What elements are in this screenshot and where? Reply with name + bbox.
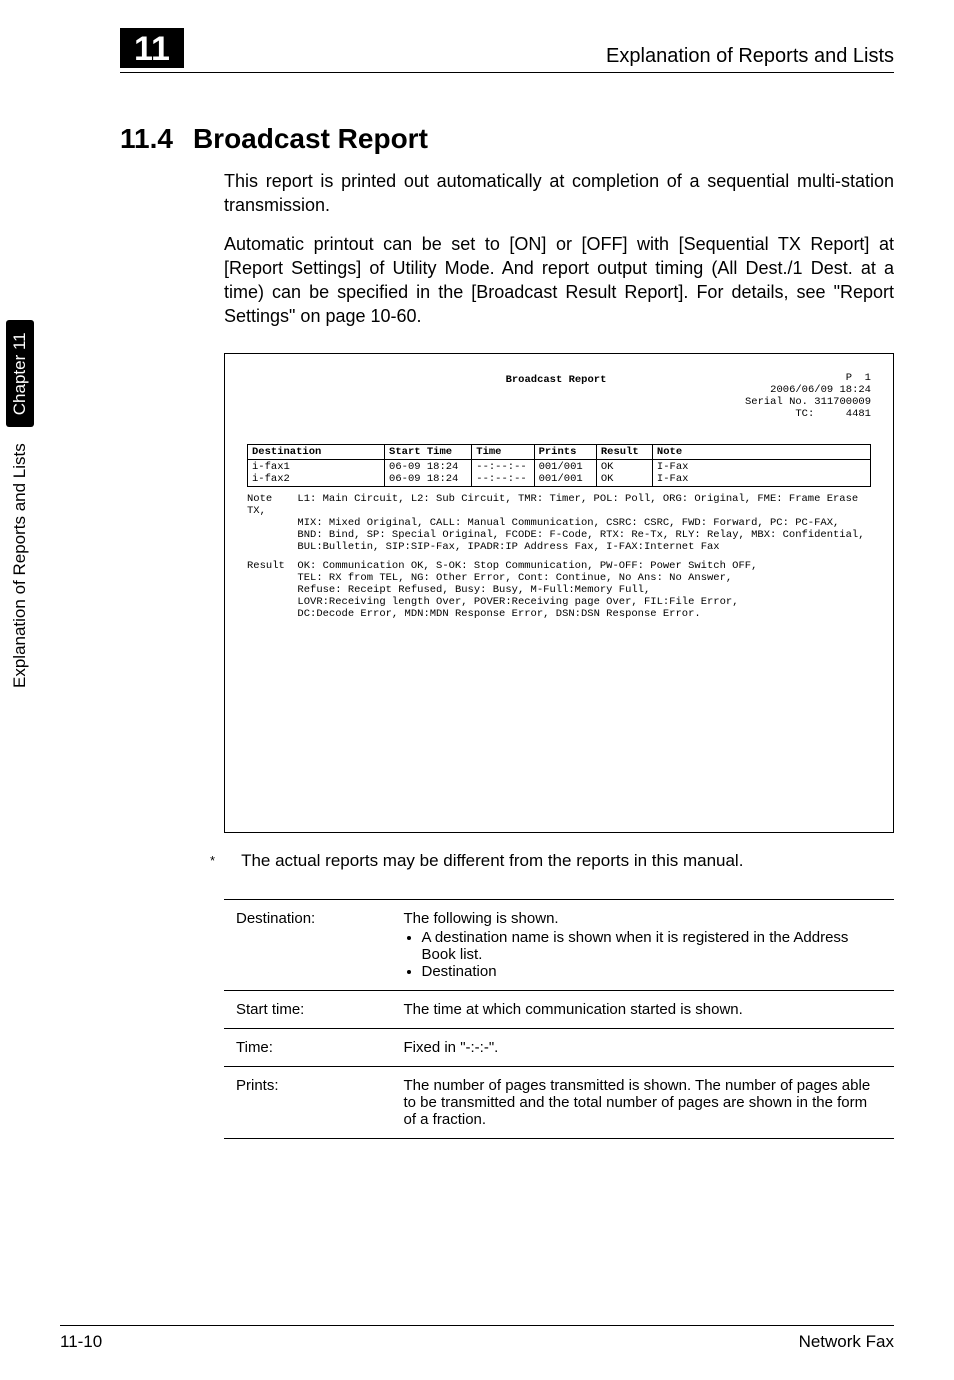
side-tab-dark: Chapter 11 [6, 320, 34, 427]
cell: 06-09 18:24 [389, 473, 458, 485]
report-top-row: Broadcast Report P 1 2006/06/09 18:24 Se… [247, 372, 871, 420]
report-table: Destination Start Time Time Prints Resul… [247, 444, 871, 487]
cell: 06-09 18:24 [389, 461, 458, 473]
report-title: Broadcast Report [367, 372, 745, 386]
broadcast-report-box: Broadcast Report P 1 2006/06/09 18:24 Se… [224, 353, 894, 833]
col-start-time: Start Time [385, 445, 472, 460]
detail-label: Prints: [224, 1066, 392, 1138]
detail-row: Start time: The time at which communicat… [224, 990, 894, 1028]
detail-row: Prints: The number of pages transmitted … [224, 1066, 894, 1138]
cell: 001/001 [539, 461, 583, 473]
cell: I-Fax [657, 473, 689, 485]
col-prints: Prints [534, 445, 596, 460]
detail-table: Destination: The following is shown. A d… [224, 899, 894, 1139]
detail-bullet: Destination [422, 963, 883, 980]
col-destination: Destination [248, 445, 385, 460]
page-header: 11 Explanation of Reports and Lists [120, 28, 894, 73]
detail-bullet-list: A destination name is shown when it is r… [422, 929, 883, 980]
report-result-block: Result OK: Communication OK, S-OK: Stop … [247, 560, 871, 620]
cell: I-Fax [657, 461, 689, 473]
cell: OK [601, 461, 614, 473]
detail-value: Fixed in "-:-:-". [392, 1028, 895, 1066]
detail-value: The time at which communication started … [392, 990, 895, 1028]
cell: --:--:-- [476, 461, 526, 473]
col-result: Result [596, 445, 652, 460]
cell: --:--:-- [476, 473, 526, 485]
detail-label: Destination: [224, 899, 392, 990]
footer-product-name: Network Fax [799, 1332, 894, 1352]
section-number: 11.4 [120, 123, 173, 155]
section-heading: 11.4 Broadcast Report [120, 123, 894, 155]
col-time: Time [472, 445, 534, 460]
detail-value: The following is shown. A destination na… [392, 899, 895, 990]
running-title: Explanation of Reports and Lists [606, 45, 894, 68]
paragraph-1: This report is printed out automatically… [224, 169, 894, 218]
cell: i-fax1 [252, 461, 290, 473]
detail-value-text: The following is shown. [404, 910, 559, 927]
page-footer: 11-10 Network Fax [60, 1325, 894, 1352]
side-tab-light: Explanation of Reports and Lists [6, 443, 34, 688]
paragraph-2: Automatic printout can be set to [ON] or… [224, 232, 894, 329]
section-title: Broadcast Report [193, 123, 428, 155]
footnote-star: * [210, 851, 215, 871]
detail-row: Time: Fixed in "-:-:-". [224, 1028, 894, 1066]
detail-label: Start time: [224, 990, 392, 1028]
cell: 001/001 [539, 473, 583, 485]
detail-bullet: A destination name is shown when it is r… [422, 929, 883, 963]
report-note-block: Note L1: Main Circuit, L2: Sub Circuit, … [247, 493, 871, 553]
cell: OK [601, 473, 614, 485]
side-tab: Explanation of Reports and Lists Chapter… [6, 320, 34, 688]
cell: i-fax2 [252, 473, 290, 485]
page: 11 Explanation of Reports and Lists 11.4… [0, 28, 954, 1380]
detail-row: Destination: The following is shown. A d… [224, 899, 894, 990]
report-meta: P 1 2006/06/09 18:24 Serial No. 31170000… [745, 372, 871, 420]
detail-value: The number of pages transmitted is shown… [392, 1066, 895, 1138]
detail-label: Time: [224, 1028, 392, 1066]
footnote-text: The actual reports may be different from… [241, 851, 743, 871]
col-note: Note [652, 445, 870, 460]
footer-page-number: 11-10 [60, 1332, 102, 1352]
chapter-number-tab: 11 [120, 28, 184, 68]
footnote: * The actual reports may be different fr… [210, 851, 894, 871]
report-table-header-row: Destination Start Time Time Prints Resul… [248, 445, 871, 460]
